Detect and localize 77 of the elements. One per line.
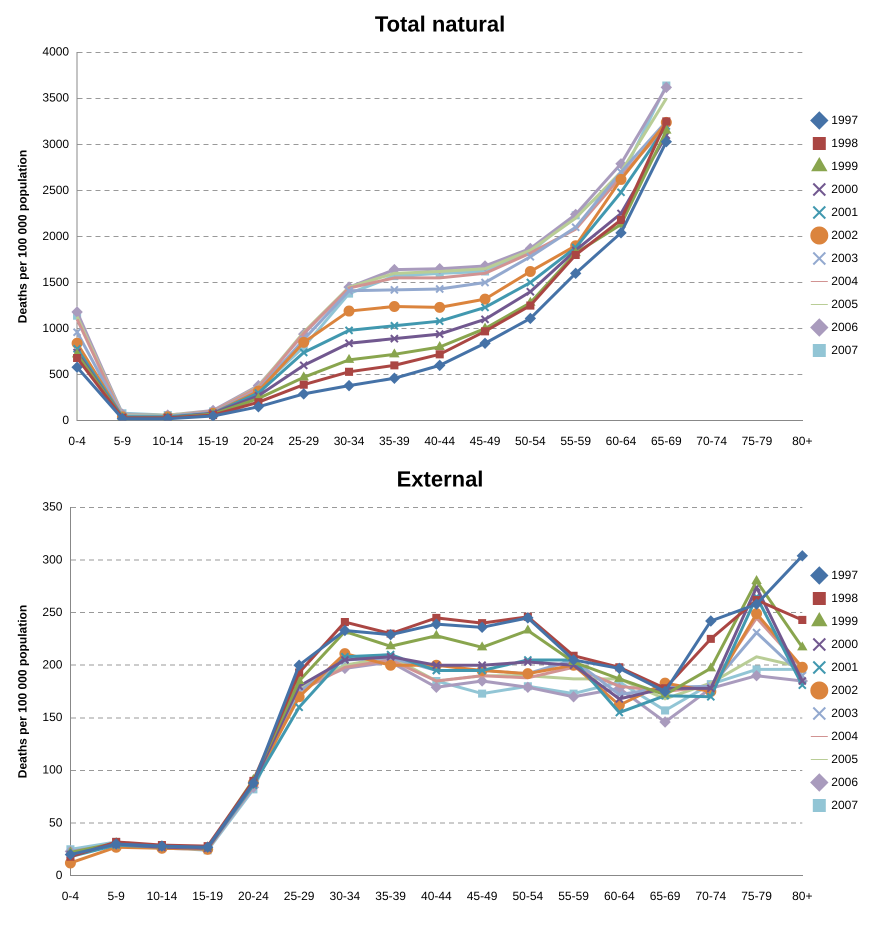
y-axis-title: Deaths per 100 000 population [16,150,30,324]
chart-title: Total natural [374,11,506,36]
chart-title: External [396,466,484,492]
legend-label: 1998 [831,590,858,605]
y-tick-label: 200 [42,658,63,672]
legend-label: 1997 [831,112,858,127]
x-tick-label: 45-49 [466,889,498,904]
legend-label: 1998 [831,136,858,150]
x-tick-label: 15-19 [192,889,224,904]
legend-label: 1999 [831,158,858,173]
y-tick-label: 3500 [42,90,70,105]
y-tick-label: 1000 [42,320,70,335]
y-tick-label: 4000 [42,44,70,59]
x-tick-label: 0-4 [62,889,80,904]
x-tick-label: 30-34 [334,434,365,448]
x-tick-label: 65-69 [650,434,682,448]
x-tick-label: 0-4 [68,434,86,448]
x-tick-label: 5-9 [114,434,132,448]
legend-label: 2003 [831,250,858,265]
x-tick-label: 10-14 [152,434,184,448]
x-tick-label: 10-14 [146,889,178,904]
legend-label: 2007 [831,342,858,357]
legend-label: 2004 [831,728,858,743]
x-tick-label: 20-24 [243,434,274,448]
y-tick-label: 300 [42,552,63,566]
x-tick-label: 70-74 [695,889,726,904]
y-tick-label: 2500 [42,182,70,197]
x-tick-label: 25-29 [284,889,315,904]
x-tick-label: 30-34 [330,889,361,904]
x-tick-label: 60-64 [606,434,637,448]
legend-label: 2007 [831,798,858,812]
x-tick-label: 50-54 [515,434,546,448]
legend-label: 2002 [831,228,858,242]
y-axis-title: Deaths per 100 000 population [16,604,30,778]
legend-label: 2001 [831,204,858,219]
legend-label: 2002 [831,682,858,697]
x-tick-label: 55-59 [560,434,592,448]
y-tick-label: 250 [42,604,63,619]
x-tick-label: 80+ [792,434,812,448]
x-tick-label: 5-9 [107,889,126,904]
x-tick-label: 80+ [792,889,812,904]
y-tick-label: 150 [42,710,63,724]
legend-label: 2003 [831,706,858,720]
y-tick-label: 350 [42,500,63,514]
x-tick-label: 35-39 [379,434,410,448]
y-tick-label: 2000 [42,228,70,243]
y-tick-label: 50 [49,815,63,830]
legend-label: 2001 [831,660,858,674]
y-tick-label: 0 [62,412,70,427]
legend-label: 2005 [831,752,858,766]
x-tick-label: 65-69 [650,889,681,904]
legend-label: 2005 [831,296,858,311]
x-tick-label: 75-79 [741,889,772,904]
y-tick-label: 100 [42,762,63,777]
y-tick-label: 3000 [42,136,70,151]
legend-label: 2000 [831,182,858,196]
legend-label: 1999 [831,614,858,628]
x-tick-label: 50-54 [512,889,544,904]
x-tick-label: 75-79 [742,434,773,448]
x-tick-label: 15-19 [198,434,229,448]
x-tick-label: 35-39 [375,889,406,904]
x-tick-label: 55-59 [558,889,590,904]
y-tick-label: 500 [49,366,70,381]
x-tick-label: 70-74 [696,434,728,448]
legend-label: 2006 [831,774,858,789]
legend-label: 2000 [831,636,858,651]
legend-label: 2004 [831,274,858,288]
y-tick-label: 1500 [42,274,70,289]
legend-label: 2006 [831,320,858,334]
x-tick-label: 45-49 [470,434,501,448]
x-tick-label: 40-44 [424,434,456,448]
legend-label: 1997 [831,568,858,582]
x-tick-label: 60-64 [604,889,635,904]
y-tick-label: 0 [56,868,63,882]
x-tick-label: 25-29 [288,434,320,448]
x-tick-label: 40-44 [421,889,452,904]
x-tick-label: 20-24 [238,889,270,904]
